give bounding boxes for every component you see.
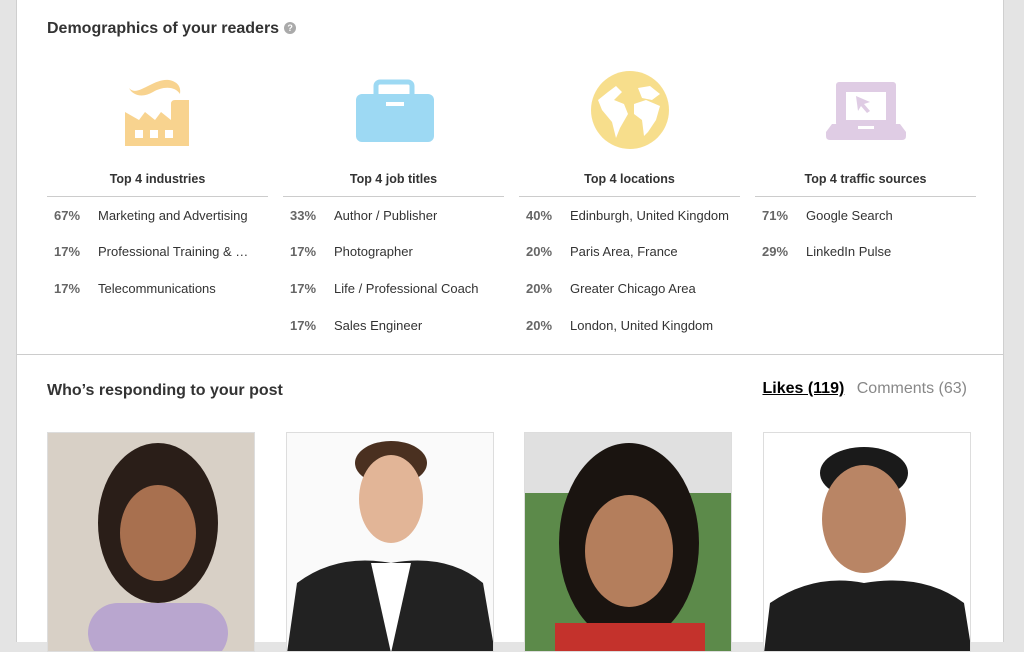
list-item: 17% Life / Professional Coach — [283, 270, 504, 307]
percent: 17% — [290, 280, 317, 296]
list-item: 17% Photographer — [283, 234, 504, 271]
laptop-cursor-icon — [755, 70, 976, 150]
label: Professional Training & … — [98, 244, 249, 260]
list-item: 20% London, United Kingdom — [519, 307, 740, 344]
industries-column: Top 4 industries 67% Marketing and Advert… — [47, 70, 268, 307]
column-title: Top 4 locations — [519, 172, 740, 197]
responder-avatar[interactable] — [286, 432, 494, 652]
percent: 17% — [54, 280, 81, 296]
list-item: 17% Telecommunications — [47, 270, 268, 307]
label: Edinburgh, United Kingdom — [570, 207, 729, 223]
tab-comments[interactable]: Comments (63) — [856, 380, 967, 397]
demographics-title: Demographics of your readers — [47, 20, 280, 37]
label: London, United Kingdom — [570, 317, 714, 333]
label: Greater Chicago Area — [570, 280, 696, 296]
list-item: 17% Professional Training & … — [47, 234, 268, 271]
responders-heading: Who’s responding to your post — [47, 382, 283, 399]
factory-icon — [47, 70, 268, 150]
section-divider — [17, 354, 1003, 355]
column-title: Top 4 job titles — [283, 172, 504, 197]
label: LinkedIn Pulse — [806, 244, 892, 260]
responder-avatar[interactable] — [47, 432, 255, 652]
demographics-heading: Demographics of your readers? — [47, 20, 297, 38]
list-item: 71% Google Search — [755, 197, 976, 234]
percent: 20% — [526, 244, 553, 260]
help-icon[interactable]: ? — [284, 22, 297, 34]
percent: 33% — [290, 207, 317, 223]
label: Paris Area, France — [570, 244, 678, 260]
responder-avatar[interactable] — [524, 432, 732, 652]
percent: 17% — [290, 244, 317, 260]
percent: 71% — [762, 207, 789, 223]
list-item: 20% Paris Area, France — [519, 234, 740, 271]
percent: 20% — [526, 280, 553, 296]
globe-icon — [519, 70, 740, 150]
percent: 29% — [762, 244, 789, 260]
list-item: 40% Edinburgh, United Kingdom — [519, 197, 740, 234]
percent: 67% — [54, 207, 81, 223]
tab-likes[interactable]: Likes (119) — [762, 380, 845, 397]
list-item: 20% Greater Chicago Area — [519, 270, 740, 307]
column-title: Top 4 industries — [47, 172, 268, 197]
locations-column: Top 4 locations 40% Edinburgh, United Kin… — [519, 70, 740, 343]
list-item: 67% Marketing and Advertising — [47, 197, 268, 234]
briefcase-icon — [283, 70, 504, 150]
label: Telecommunications — [98, 280, 216, 296]
list-item: 17% Sales Engineer — [283, 307, 504, 344]
column-title: Top 4 traffic sources — [755, 172, 976, 197]
percent: 17% — [54, 244, 81, 260]
label: Life / Professional Coach — [334, 280, 479, 296]
post-analytics-panel: Demographics of your readers? Top 4 indu… — [16, 0, 1004, 652]
traffic-sources-column: Top 4 traffic sources 71% Google Search 2… — [755, 70, 976, 270]
label: Author / Publisher — [334, 207, 438, 223]
responders-tabs: Likes (119) Comments (63) — [762, 380, 967, 398]
list-item: 33% Author / Publisher — [283, 197, 504, 234]
responder-avatar[interactable] — [763, 432, 971, 652]
job-titles-column: Top 4 job titles 33% Author / Publisher 1… — [283, 70, 504, 343]
list-item: 29% LinkedIn Pulse — [755, 234, 976, 271]
percent: 17% — [290, 317, 317, 333]
label: Photographer — [334, 244, 413, 260]
percent: 20% — [526, 317, 553, 333]
label: Marketing and Advertising — [98, 207, 248, 223]
label: Sales Engineer — [334, 317, 423, 333]
label: Google Search — [806, 207, 893, 223]
percent: 40% — [526, 207, 553, 223]
